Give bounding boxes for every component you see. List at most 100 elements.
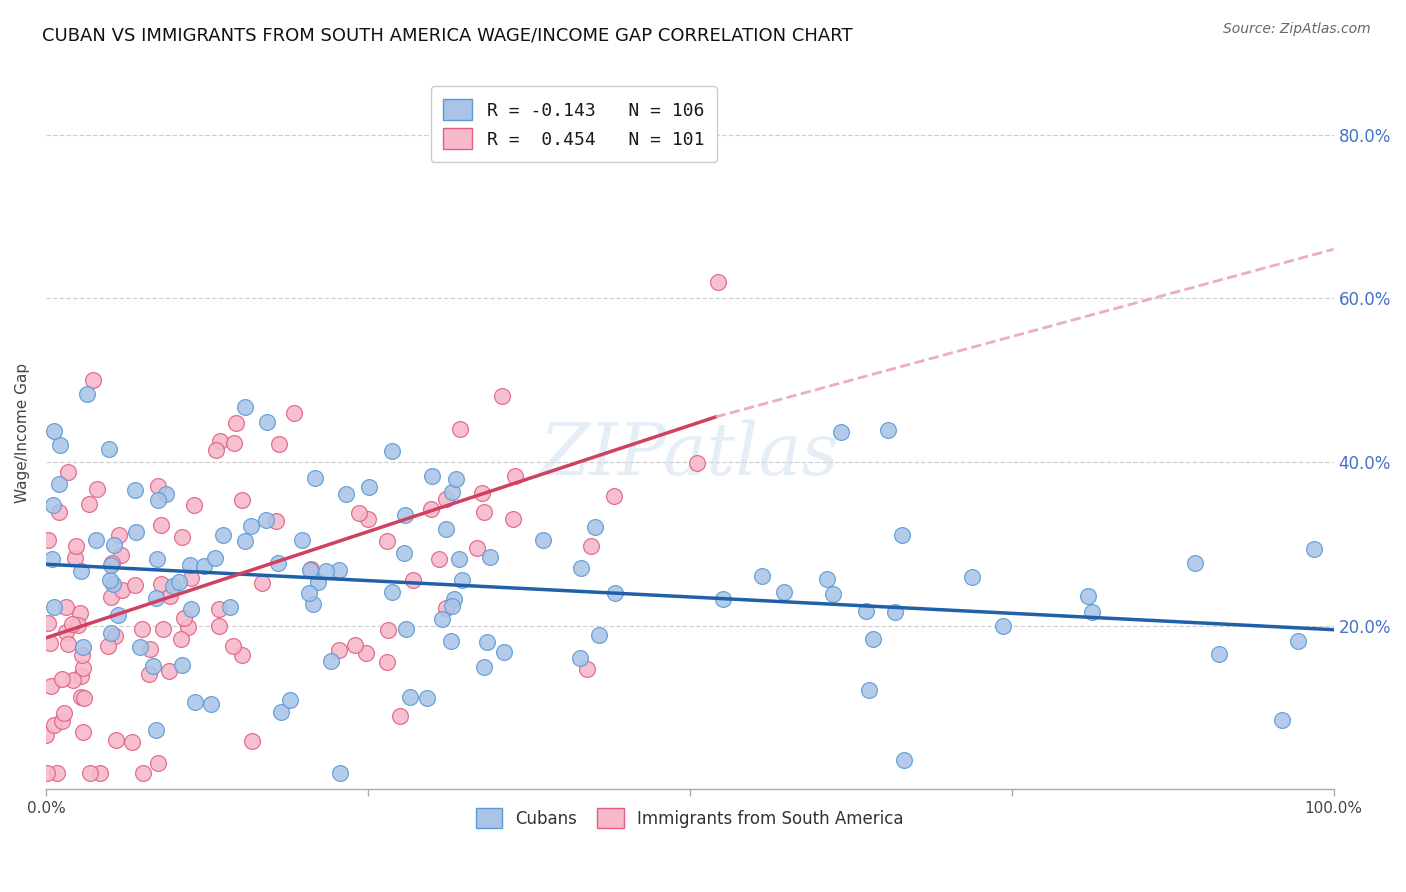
Point xyxy=(82,373,104,387)
Point xyxy=(569,561,592,575)
Point xyxy=(107,607,129,622)
Point xyxy=(41,551,63,566)
Point xyxy=(149,517,172,532)
Point xyxy=(183,695,205,709)
Point xyxy=(104,630,127,644)
Legend: Cubans, Immigrants from South America: Cubans, Immigrants from South America xyxy=(470,802,911,834)
Point xyxy=(97,639,120,653)
Point xyxy=(48,476,70,491)
Point xyxy=(42,425,65,439)
Point xyxy=(299,562,322,576)
Point xyxy=(603,586,626,600)
Point xyxy=(67,618,90,632)
Point xyxy=(884,605,907,619)
Point xyxy=(381,585,404,599)
Point xyxy=(855,604,877,618)
Point xyxy=(357,512,380,526)
Point xyxy=(1271,713,1294,727)
Point xyxy=(58,465,80,479)
Point xyxy=(177,619,200,633)
Point xyxy=(180,571,202,585)
Point xyxy=(266,557,288,571)
Point xyxy=(72,661,94,675)
Point xyxy=(686,456,709,470)
Point xyxy=(299,563,322,577)
Point xyxy=(579,539,602,553)
Point xyxy=(146,492,169,507)
Point xyxy=(62,673,84,687)
Text: CUBAN VS IMMIGRANTS FROM SOUTH AMERICA WAGE/INCOME GAP CORRELATION CHART: CUBAN VS IMMIGRANTS FROM SOUTH AMERICA W… xyxy=(42,27,853,45)
Point xyxy=(471,486,494,500)
Point xyxy=(79,765,101,780)
Y-axis label: Wage/Income Gap: Wage/Income Gap xyxy=(15,363,30,503)
Point xyxy=(328,643,350,657)
Point xyxy=(1077,589,1099,603)
Point xyxy=(86,483,108,497)
Point xyxy=(491,389,513,403)
Point xyxy=(449,422,471,436)
Point xyxy=(89,765,111,780)
Point xyxy=(208,602,231,616)
Point xyxy=(991,619,1014,633)
Point xyxy=(139,641,162,656)
Point xyxy=(131,622,153,636)
Point xyxy=(401,573,423,587)
Point xyxy=(124,524,146,539)
Point xyxy=(76,387,98,401)
Point xyxy=(42,718,65,732)
Point xyxy=(124,578,146,592)
Point xyxy=(252,576,274,591)
Point xyxy=(264,514,287,528)
Point xyxy=(39,680,62,694)
Point xyxy=(377,624,399,638)
Point xyxy=(291,533,314,548)
Point xyxy=(42,498,65,512)
Point xyxy=(222,435,245,450)
Point xyxy=(204,550,226,565)
Point xyxy=(39,636,62,650)
Point xyxy=(152,622,174,636)
Point xyxy=(193,558,215,573)
Point xyxy=(434,600,457,615)
Point xyxy=(100,591,122,605)
Point xyxy=(208,434,231,448)
Point xyxy=(399,690,422,705)
Point xyxy=(48,505,70,519)
Point xyxy=(240,734,263,748)
Point xyxy=(960,570,983,584)
Point xyxy=(440,485,463,500)
Point xyxy=(434,522,457,536)
Point xyxy=(110,549,132,563)
Point xyxy=(69,607,91,621)
Point xyxy=(420,501,443,516)
Point xyxy=(449,552,471,566)
Point xyxy=(157,664,180,678)
Point xyxy=(105,733,128,747)
Point xyxy=(159,589,181,603)
Point xyxy=(145,591,167,606)
Point xyxy=(830,425,852,439)
Point xyxy=(72,640,94,654)
Point xyxy=(707,275,730,289)
Point xyxy=(256,415,278,429)
Point xyxy=(821,587,844,601)
Point xyxy=(138,667,160,681)
Point xyxy=(179,558,201,573)
Point xyxy=(304,470,326,484)
Point xyxy=(319,654,342,668)
Point xyxy=(890,527,912,541)
Point xyxy=(51,672,73,686)
Point xyxy=(60,617,83,632)
Point xyxy=(46,765,69,780)
Point xyxy=(73,690,96,705)
Point xyxy=(1302,541,1324,556)
Point xyxy=(375,534,398,549)
Point xyxy=(434,491,457,506)
Point xyxy=(356,647,378,661)
Point xyxy=(858,682,880,697)
Point xyxy=(233,400,256,414)
Point xyxy=(465,541,488,556)
Point xyxy=(155,487,177,501)
Point xyxy=(893,753,915,767)
Point xyxy=(200,697,222,711)
